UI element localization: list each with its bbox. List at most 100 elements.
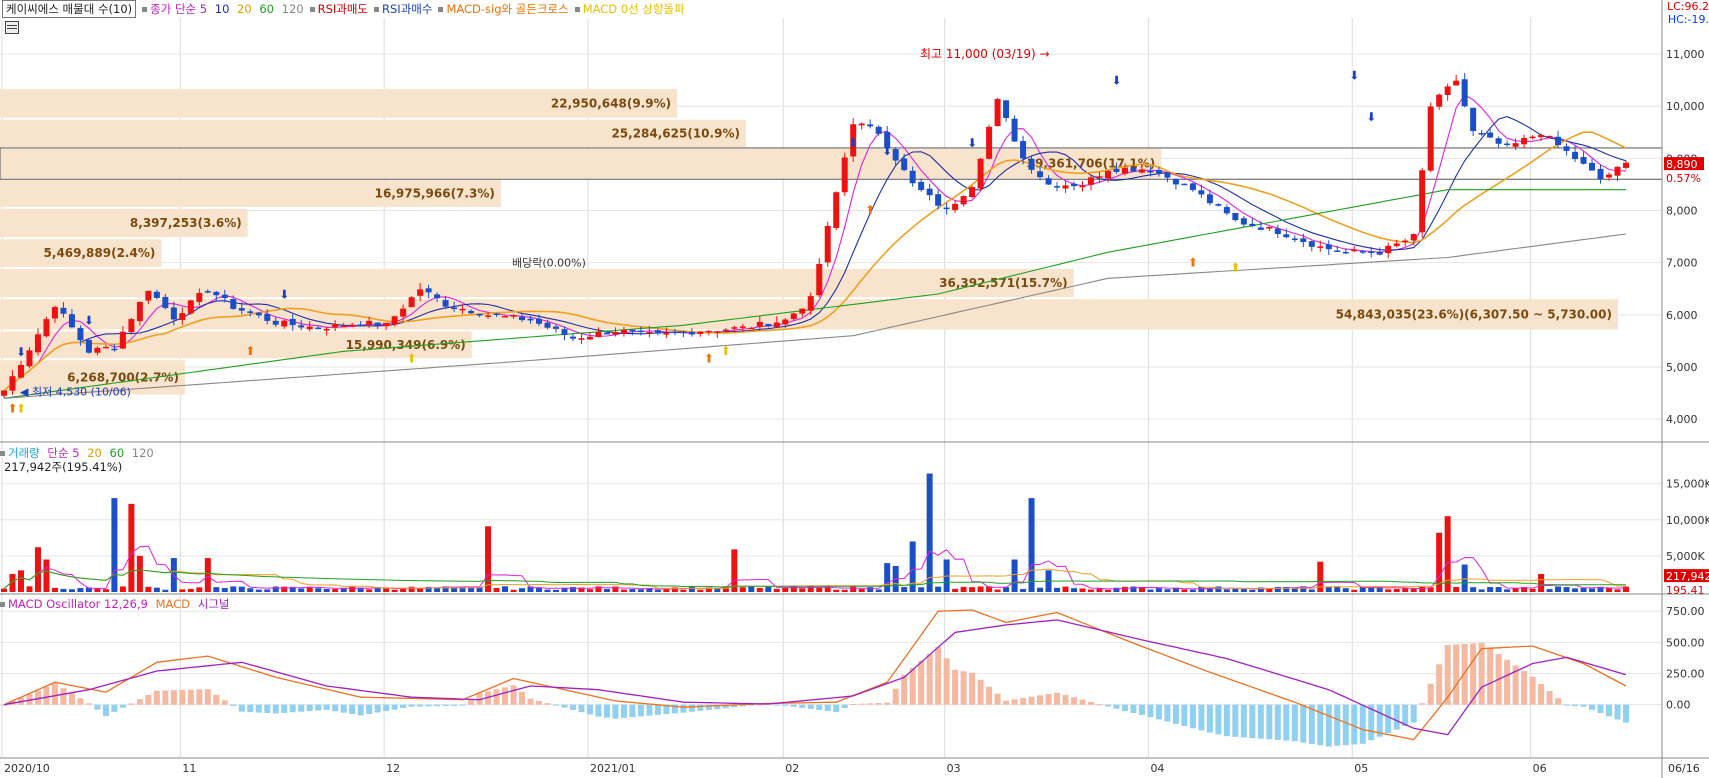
macd-osc-bar bbox=[400, 704, 407, 709]
candle-body bbox=[1079, 185, 1086, 188]
volume-bar bbox=[731, 549, 738, 592]
candle-body bbox=[1215, 204, 1222, 206]
volume-bar bbox=[60, 588, 67, 592]
candle-body bbox=[816, 264, 823, 296]
macd-osc-bar bbox=[756, 704, 763, 706]
volume-bar bbox=[298, 588, 305, 592]
macd-cross-arrow: ⬆ bbox=[1188, 255, 1198, 269]
current-price-label: 8,890 bbox=[1666, 158, 1698, 171]
macd-osc-bar bbox=[739, 704, 746, 707]
candle-body bbox=[833, 192, 840, 228]
volume-bar bbox=[94, 587, 101, 592]
ma-line-60 bbox=[3, 189, 1626, 399]
price-tick-label: 5,000 bbox=[1666, 361, 1698, 374]
candle-body bbox=[731, 327, 738, 329]
macd-osc-bar bbox=[289, 704, 296, 713]
volume-bar bbox=[281, 586, 288, 592]
candle-body bbox=[765, 323, 772, 327]
candle-body bbox=[153, 291, 160, 298]
macd-osc-bar bbox=[451, 704, 458, 706]
legend-rsi-buy[interactable]: RSI과매수 bbox=[374, 1, 432, 17]
macd-osc-bar bbox=[943, 658, 950, 705]
candle-body bbox=[1121, 168, 1128, 174]
macd-osc-bar bbox=[315, 704, 322, 711]
macd-osc-bar bbox=[43, 686, 50, 705]
legend-ma[interactable]: 종가 단순 5 10 20 60 120 bbox=[142, 1, 304, 17]
volume-bar bbox=[1376, 587, 1383, 592]
volume-bar bbox=[102, 589, 109, 592]
macd-osc-bar bbox=[153, 690, 160, 705]
legend-rsi-sell[interactable]: RSI과매도 bbox=[309, 1, 368, 17]
macd-osc-bar bbox=[1572, 704, 1579, 706]
candle-body bbox=[230, 299, 237, 309]
candle-body bbox=[578, 338, 585, 340]
macd-osc-bar bbox=[1580, 704, 1587, 707]
macd-osc-bar bbox=[476, 693, 483, 705]
volume-bar bbox=[1470, 587, 1477, 592]
candle-body bbox=[459, 308, 466, 311]
volume-bar bbox=[43, 559, 50, 592]
candle-body bbox=[357, 324, 364, 327]
candle-body bbox=[1138, 169, 1145, 173]
candle-body bbox=[612, 331, 619, 335]
volume-bar bbox=[586, 589, 593, 592]
volume-profile-band bbox=[0, 148, 1162, 179]
macd-osc-bar bbox=[196, 689, 203, 705]
volume-legend[interactable]: 거래량 단순 5 20 60 120 bbox=[0, 445, 154, 461]
candle-body bbox=[790, 313, 797, 320]
macd-osc-bar bbox=[179, 689, 186, 705]
candle-body bbox=[595, 332, 602, 338]
volume-bar bbox=[1113, 587, 1120, 592]
macd-osc-bar bbox=[1198, 704, 1205, 731]
candle-body bbox=[1062, 185, 1069, 189]
volume-bar bbox=[1427, 587, 1434, 592]
volume-bar bbox=[128, 503, 135, 592]
volume-bar bbox=[255, 589, 262, 592]
volume-bar bbox=[552, 589, 559, 592]
candle-body bbox=[935, 194, 942, 206]
macd-line bbox=[3, 609, 1627, 741]
candle-body bbox=[1147, 171, 1154, 173]
volume-bar bbox=[1521, 586, 1528, 592]
macd-legend[interactable]: MACD Oscillator 12,26,9 MACD 시그널 bbox=[0, 596, 230, 612]
calculator-icon[interactable] bbox=[5, 21, 19, 34]
candle-body bbox=[332, 324, 339, 328]
candle-body bbox=[408, 297, 415, 308]
volume-bar bbox=[1453, 587, 1460, 592]
legend-macd-zero[interactable]: MACD 0선 상향돌파 bbox=[574, 1, 685, 17]
candle-body bbox=[1597, 168, 1604, 180]
macd-osc-bar bbox=[748, 704, 755, 706]
macd-osc-bar bbox=[892, 688, 899, 705]
candle-body bbox=[1003, 100, 1010, 118]
volume-bar bbox=[1495, 587, 1502, 592]
candle-body bbox=[1206, 194, 1213, 204]
volume-bar bbox=[739, 587, 746, 592]
macd-osc-bar bbox=[1283, 704, 1290, 741]
candle-body bbox=[1427, 106, 1434, 171]
volume-bar bbox=[884, 563, 891, 592]
chart-title[interactable]: 케이씨에스 매물대 수(10) bbox=[2, 0, 137, 18]
volume-bar bbox=[1334, 586, 1341, 592]
volume-bar bbox=[1011, 559, 1018, 592]
volume-bar bbox=[1368, 586, 1375, 592]
macd-osc-bar bbox=[434, 704, 441, 707]
volume-bar bbox=[1003, 587, 1010, 592]
volume-bar bbox=[1325, 586, 1332, 592]
macd-osc-bar bbox=[1189, 704, 1196, 729]
rsi-sell-arrow: ⬇ bbox=[1349, 68, 1359, 82]
volume-bar bbox=[1308, 589, 1315, 592]
volume-bar bbox=[1300, 586, 1307, 592]
volume-bar bbox=[782, 587, 789, 592]
candle-body bbox=[620, 329, 627, 334]
candle-body bbox=[493, 313, 500, 316]
candle-body bbox=[1087, 177, 1094, 185]
volume-bar bbox=[1317, 561, 1324, 592]
macd-osc-bar bbox=[68, 693, 75, 705]
volume-bar bbox=[1478, 589, 1485, 592]
macd-osc-bar bbox=[1181, 704, 1188, 726]
candle-body bbox=[858, 123, 865, 126]
legend-macd-cross[interactable]: MACD-sig와 골든크로스 bbox=[438, 1, 569, 17]
macd-osc-bar bbox=[561, 704, 568, 708]
macd-cross-arrow: ⬆ bbox=[865, 203, 875, 217]
